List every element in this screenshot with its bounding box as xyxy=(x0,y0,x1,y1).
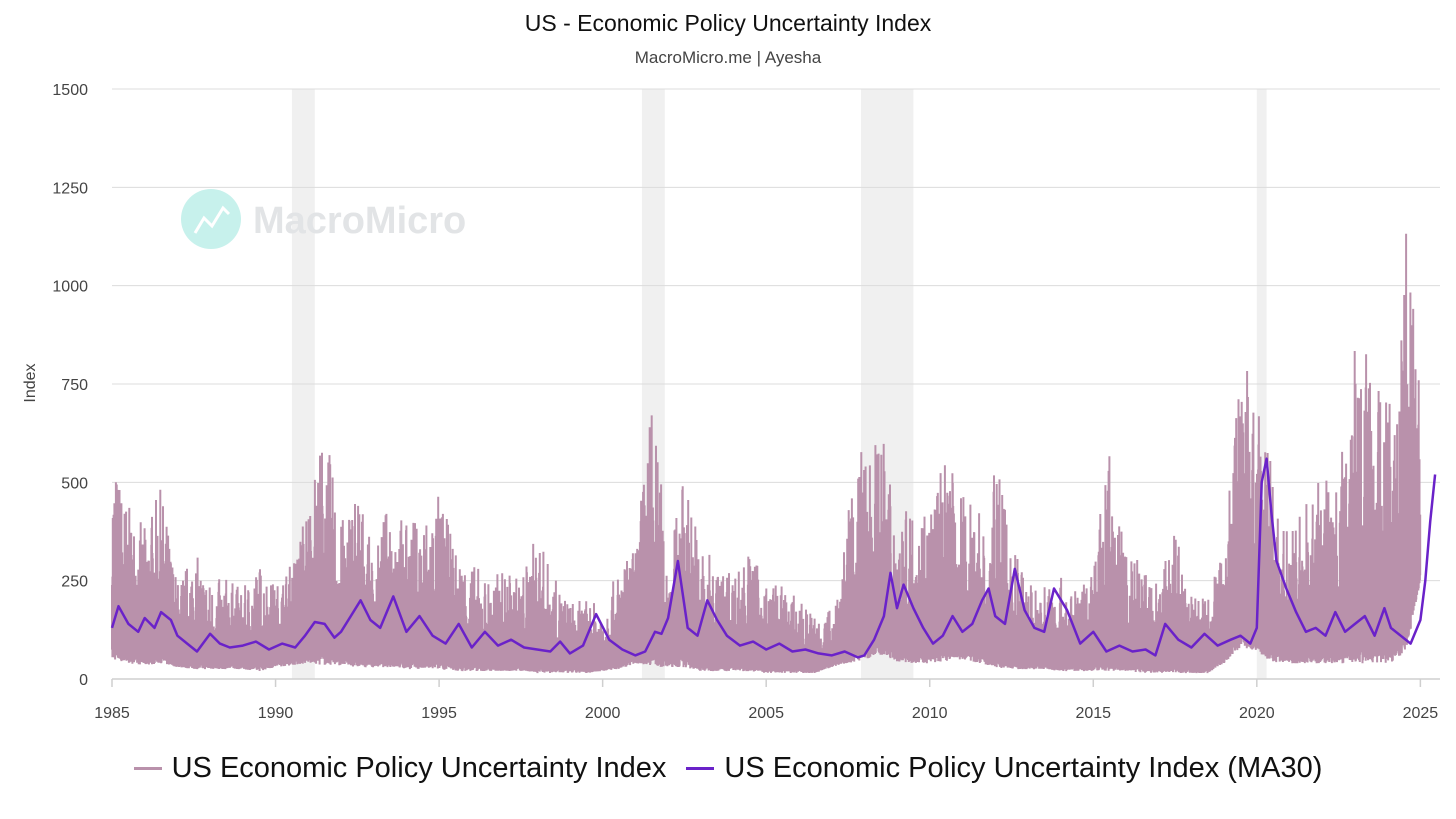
y-tick-label: 250 xyxy=(61,574,88,591)
x-tick-label: 1985 xyxy=(94,705,130,722)
series-epu-ma30-line xyxy=(110,457,1437,659)
series-epu-daily-bars xyxy=(111,233,1422,674)
chart-title: US - Economic Policy Uncertainty Index xyxy=(524,10,932,36)
series-epu-ma30 xyxy=(110,457,1437,659)
series-epu-daily xyxy=(111,233,1422,674)
x-tick-label: 2015 xyxy=(1075,705,1111,722)
y-tick-label: 500 xyxy=(61,475,88,492)
y-tick-label: 1000 xyxy=(52,279,88,296)
y-tick-label: 1250 xyxy=(52,180,88,197)
watermark-logo-line-icon xyxy=(193,205,231,234)
chart-plot: MacroMicro 0 250 500 750 1000 1250 1500 1985 199… xyxy=(22,82,1440,722)
legend-item-epu-ma30[interactable]: US Economic Policy Uncertainty Index (MA… xyxy=(686,752,1322,785)
legend-item-epu[interactable]: US Economic Policy Uncertainty Index xyxy=(133,752,667,785)
x-tick-label: 1995 xyxy=(421,705,457,722)
x-tick-label: 2010 xyxy=(912,705,948,722)
legend-swatch xyxy=(133,767,162,770)
watermark-text: MacroMicro xyxy=(253,200,466,242)
y-axis-label: Index xyxy=(22,363,39,402)
watermark: MacroMicro xyxy=(181,189,466,249)
watermark-logo-icon xyxy=(181,189,241,249)
x-tick-label: 2005 xyxy=(748,705,784,722)
x-tick-label: 1990 xyxy=(258,705,294,722)
axes: 0 250 500 750 1000 1250 1500 1985 1990 1995 2000 20… xyxy=(52,82,1440,722)
x-tick-label: 2025 xyxy=(1403,705,1439,722)
y-tick-label: 0 xyxy=(79,672,88,689)
legend-swatch xyxy=(686,767,715,770)
chart-subtitle: MacroMicro.me | Ayesha xyxy=(634,48,822,67)
y-tick-label: 750 xyxy=(61,377,88,394)
y-tick-label: 1500 xyxy=(52,82,88,99)
legend-label: US Economic Policy Uncertainty Index (MA… xyxy=(724,752,1323,784)
legend-label: US Economic Policy Uncertainty Index xyxy=(171,752,667,784)
legend: US Economic Policy Uncertainty Index US … xyxy=(0,752,1456,785)
x-tick-label: 2020 xyxy=(1239,705,1275,722)
x-tick-label: 2000 xyxy=(585,705,621,722)
